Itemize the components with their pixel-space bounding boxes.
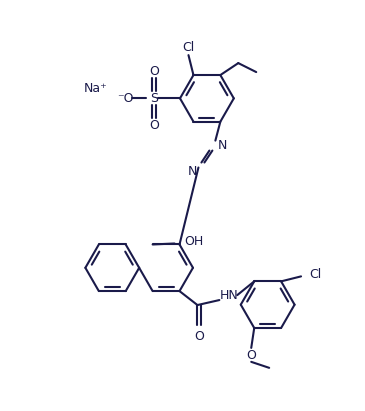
Text: Na⁺: Na⁺ — [84, 82, 107, 95]
Text: O: O — [195, 330, 204, 344]
Text: HN: HN — [220, 289, 239, 302]
Text: O: O — [149, 119, 159, 132]
Text: O: O — [149, 65, 159, 78]
Text: S: S — [150, 92, 158, 105]
Text: OH: OH — [184, 235, 204, 248]
Text: N: N — [218, 139, 227, 152]
Text: N: N — [188, 165, 197, 178]
Text: ⁻O: ⁻O — [117, 92, 134, 105]
Text: Cl: Cl — [182, 41, 195, 54]
Text: Cl: Cl — [309, 268, 321, 281]
Text: O: O — [246, 349, 256, 363]
